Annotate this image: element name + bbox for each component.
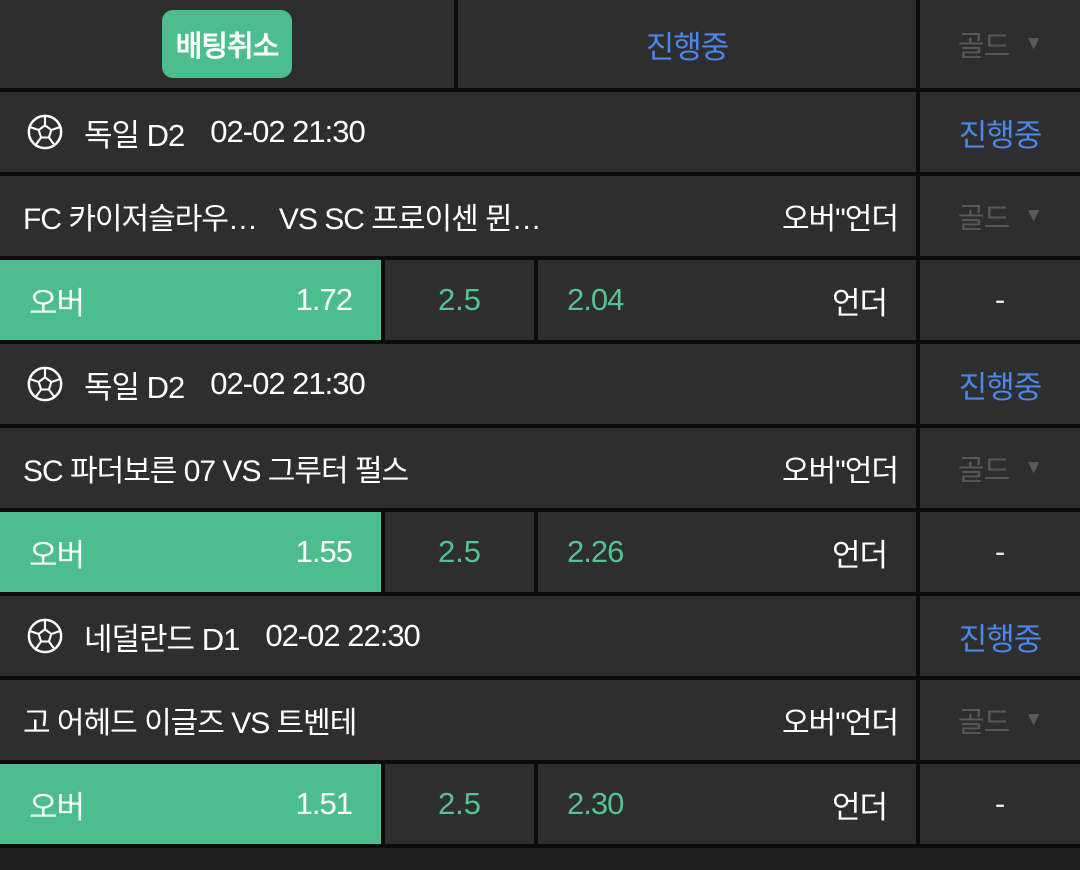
- line-value: 2.5: [381, 764, 534, 844]
- line-value: 2.5: [381, 260, 534, 340]
- league-name: 네덜란드 D1: [84, 621, 240, 657]
- no-odds-dash: -: [994, 786, 1006, 821]
- market-gold-cell: 골드 ▼: [916, 176, 1080, 256]
- over-label: 오버: [29, 789, 85, 825]
- chevron-down-icon: ▼: [1024, 205, 1043, 226]
- odds-extra-cell: -: [916, 512, 1080, 592]
- over-label: 오버: [29, 285, 85, 321]
- over-odds-value: 1.55: [295, 534, 353, 569]
- match-status-cell: 진행중: [916, 344, 1080, 424]
- match-header-left: 네덜란드 D1 02-02 22:30: [0, 596, 916, 676]
- market-gold-cell: 골드 ▼: [916, 680, 1080, 760]
- under-label: 언더: [831, 285, 888, 321]
- odds-row: 오버 1.51 2.5 2.30 언더 -: [0, 764, 1080, 848]
- odds-extra-cell: -: [916, 260, 1080, 340]
- over-odds-button[interactable]: 오버 1.55: [0, 512, 381, 592]
- under-odds-button[interactable]: 2.26 언더: [534, 512, 916, 592]
- match-teams-row: 고 어헤드 이글즈 VS 트벤테 오버"언더 골드 ▼: [0, 680, 1080, 764]
- match-teams: SC 파더보른 07 VS 그루터 펄스: [23, 455, 409, 488]
- match-status-cell: 진행중: [916, 92, 1080, 172]
- gold-dropdown[interactable]: 골드 ▼: [957, 195, 1043, 237]
- league-name: 독일 D2: [84, 369, 185, 405]
- status-badge: 진행중: [958, 621, 1043, 657]
- gold-dropdown-label: 골드: [957, 455, 1010, 487]
- under-odds-button[interactable]: 2.30 언더: [534, 764, 916, 844]
- over-label: 오버: [29, 537, 85, 573]
- toolbar-gold-section: 골드 ▼: [916, 0, 1080, 88]
- match-header-row: 네덜란드 D1 02-02 22:30 진행중: [0, 596, 1080, 680]
- match-teams: FC 카이저슬라우… VS SC 프로이센 뮌…: [23, 203, 542, 236]
- over-odds-button[interactable]: 오버 1.72: [0, 260, 381, 340]
- over-odds-button[interactable]: 오버 1.51: [0, 764, 381, 844]
- gold-dropdown-label: 골드: [957, 707, 1010, 739]
- line-value: 2.5: [381, 512, 534, 592]
- no-odds-dash: -: [994, 534, 1006, 569]
- toolbar-cancel-section: 배팅취소: [0, 0, 458, 88]
- chevron-down-icon: ▼: [1024, 457, 1043, 478]
- no-odds-dash: -: [994, 282, 1006, 317]
- over-odds-value: 1.51: [295, 786, 353, 821]
- gold-dropdown[interactable]: 골드 ▼: [957, 23, 1043, 65]
- match-header-row: 독일 D2 02-02 21:30 진행중: [0, 92, 1080, 176]
- market-label: 오버"언더: [781, 707, 899, 740]
- toolbar-status-section: 진행중: [458, 0, 916, 88]
- gold-dropdown[interactable]: 골드 ▼: [957, 447, 1043, 489]
- gold-dropdown[interactable]: 골드 ▼: [957, 699, 1043, 741]
- gold-dropdown-label: 골드: [957, 203, 1010, 235]
- gold-dropdown-label: 골드: [957, 31, 1010, 63]
- odds-row: 오버 1.55 2.5 2.26 언더 -: [0, 512, 1080, 596]
- market-label: 오버"언더: [781, 455, 899, 488]
- footer-strip: [0, 848, 1080, 870]
- odds-extra-cell: -: [916, 764, 1080, 844]
- soccer-ball-icon: [26, 365, 64, 403]
- match-datetime: 02-02 22:30: [265, 618, 420, 653]
- match-teams-row: SC 파더보른 07 VS 그루터 펄스 오버"언더 골드 ▼: [0, 428, 1080, 512]
- chevron-down-icon: ▼: [1024, 709, 1043, 730]
- odds-row: 오버 1.72 2.5 2.04 언더 -: [0, 260, 1080, 344]
- match-datetime: 02-02 21:30: [210, 114, 365, 149]
- under-odds-value: 2.26: [567, 534, 624, 569]
- toolbar: 배팅취소 진행중 골드 ▼: [0, 0, 1080, 92]
- tab-in-progress[interactable]: 진행중: [645, 29, 730, 65]
- market-label: 오버"언더: [781, 203, 899, 236]
- match-datetime: 02-02 21:30: [210, 366, 365, 401]
- league-name: 독일 D2: [84, 117, 185, 153]
- under-odds-button[interactable]: 2.04 언더: [534, 260, 916, 340]
- match-teams-left: FC 카이저슬라우… VS SC 프로이센 뮌… 오버"언더: [0, 176, 916, 256]
- over-odds-value: 1.72: [295, 282, 353, 317]
- match-teams-row: FC 카이저슬라우… VS SC 프로이센 뮌… 오버"언더 골드 ▼: [0, 176, 1080, 260]
- market-gold-cell: 골드 ▼: [916, 428, 1080, 508]
- match-teams: 고 어헤드 이글즈 VS 트벤테: [23, 707, 357, 740]
- status-badge: 진행중: [958, 117, 1043, 153]
- status-badge: 진행중: [958, 369, 1043, 405]
- soccer-ball-icon: [26, 617, 64, 655]
- chevron-down-icon: ▼: [1024, 33, 1043, 54]
- under-odds-value: 2.30: [567, 786, 624, 821]
- match-status-cell: 진행중: [916, 596, 1080, 676]
- cancel-bet-button[interactable]: 배팅취소: [162, 10, 292, 78]
- match-header-left: 독일 D2 02-02 21:30: [0, 92, 916, 172]
- under-odds-value: 2.04: [567, 282, 624, 317]
- under-label: 언더: [831, 789, 888, 825]
- under-label: 언더: [831, 537, 888, 573]
- match-header-row: 독일 D2 02-02 21:30 진행중: [0, 344, 1080, 428]
- soccer-ball-icon: [26, 113, 64, 151]
- match-teams-left: SC 파더보른 07 VS 그루터 펄스 오버"언더: [0, 428, 916, 508]
- match-header-left: 독일 D2 02-02 21:30: [0, 344, 916, 424]
- match-teams-left: 고 어헤드 이글즈 VS 트벤테 오버"언더: [0, 680, 916, 760]
